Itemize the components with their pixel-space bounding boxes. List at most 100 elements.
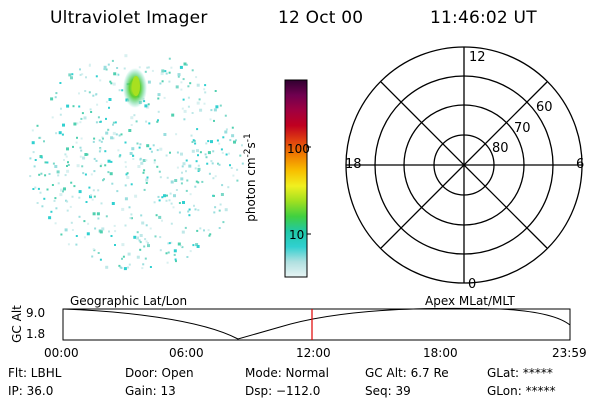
speckle-pixel [205, 156, 208, 159]
speckle-pixel [76, 122, 79, 125]
speckle-pixel [181, 107, 184, 110]
speckle-pixel [182, 98, 185, 101]
speckle-pixel [33, 165, 36, 168]
speckle-pixel [31, 141, 35, 145]
speckle-pixel [78, 105, 81, 108]
speckle-pixel [177, 73, 181, 77]
speckle-pixel [88, 91, 91, 94]
speckle-pixel [93, 170, 96, 173]
speckle-pixel [208, 234, 211, 237]
speckle-pixel [151, 69, 154, 72]
speckle-pixel [91, 198, 94, 201]
speckle-pixel [152, 144, 155, 147]
polar-label-lat60: 60 [536, 100, 553, 115]
speckle-pixel [212, 177, 215, 180]
speckle-pixel [172, 206, 175, 209]
speckle-pixel [224, 130, 228, 134]
speckle-pixel [105, 117, 107, 120]
seq-value: Seq: 39 [365, 384, 411, 398]
speckle-pixel [161, 69, 165, 73]
speckle-pixel [95, 159, 98, 162]
speckle-pixel [124, 161, 127, 164]
speckle-pixel [40, 172, 43, 175]
speckle-pixel [197, 209, 200, 212]
speckle-pixel [222, 221, 225, 224]
speckle-pixel [149, 147, 152, 150]
speckle-pixel [195, 76, 198, 79]
speckle-pixel [161, 219, 163, 222]
speckle-pixel [229, 164, 231, 167]
speckle-pixel [102, 137, 104, 140]
speckle-pixel [97, 217, 100, 220]
auroral-core [132, 76, 140, 96]
speckle-pixel [204, 91, 207, 94]
speckle-pixel [147, 66, 150, 69]
speckle-pixel [100, 202, 103, 205]
speckle-pixel [66, 209, 69, 212]
speckle-pixel [187, 96, 190, 99]
speckle-pixel [59, 113, 62, 116]
speckle-pixel [85, 201, 88, 203]
speckle-pixel [83, 116, 87, 120]
speckle-pixel [79, 121, 82, 124]
speckle-pixel [173, 253, 176, 256]
speckle-pixel [178, 211, 181, 214]
speckle-pixel [124, 197, 128, 201]
auroral-image [29, 54, 244, 271]
timeline-tick-0000: 00:00 [44, 346, 79, 360]
speckle-pixel [171, 113, 175, 117]
speckle-pixel [160, 72, 164, 76]
speckle-pixel [146, 66, 149, 69]
speckle-pixel [32, 151, 35, 154]
speckle-pixel [182, 201, 185, 204]
speckle-pixel [159, 236, 162, 239]
speckle-pixel [112, 137, 115, 140]
speckle-pixel [81, 165, 84, 168]
speckle-pixel [112, 131, 116, 135]
speckle-pixel [92, 94, 95, 97]
image-speckle [29, 54, 244, 271]
speckle-pixel [197, 167, 201, 171]
speckle-pixel [80, 137, 83, 140]
speckle-pixel [82, 172, 85, 175]
speckle-pixel [218, 163, 221, 166]
speckle-pixel [55, 92, 58, 95]
speckle-pixel [196, 149, 199, 153]
speckle-pixel [241, 144, 243, 147]
door-status: Door: Open [125, 366, 194, 380]
speckle-pixel [53, 199, 56, 202]
speckle-pixel [50, 210, 53, 213]
speckle-pixel [34, 159, 37, 161]
speckle-pixel [66, 165, 68, 167]
speckle-pixel [103, 68, 106, 71]
speckle-pixel [219, 203, 222, 206]
speckle-pixel [130, 116, 134, 120]
speckle-pixel [157, 93, 161, 97]
speckle-pixel [90, 173, 93, 176]
speckle-pixel [213, 211, 216, 214]
speckle-pixel [145, 120, 148, 123]
gain-value: Gain: 13 [125, 384, 176, 398]
speckle-pixel [180, 152, 183, 156]
speckle-pixel [105, 68, 108, 71]
speckle-pixel [67, 161, 69, 164]
speckle-pixel [58, 131, 62, 135]
speckle-pixel [43, 140, 45, 143]
speckle-pixel [130, 217, 133, 220]
speckle-pixel [92, 189, 95, 192]
speckle-pixel [146, 242, 149, 244]
speckle-pixel [92, 140, 95, 143]
speckle-pixel [109, 80, 112, 83]
speckle-pixel [239, 154, 242, 157]
speckle-pixel [72, 145, 74, 148]
speckle-pixel [189, 250, 192, 253]
speckle-pixel [80, 149, 83, 152]
speckle-pixel [168, 80, 171, 83]
timeline-tick-0600: 06:00 [169, 346, 204, 360]
speckle-pixel [203, 88, 206, 91]
speckle-pixel [157, 119, 159, 122]
speckle-pixel [66, 104, 70, 108]
speckle-pixel [170, 66, 173, 69]
speckle-pixel [128, 206, 131, 209]
speckle-pixel [118, 155, 121, 158]
